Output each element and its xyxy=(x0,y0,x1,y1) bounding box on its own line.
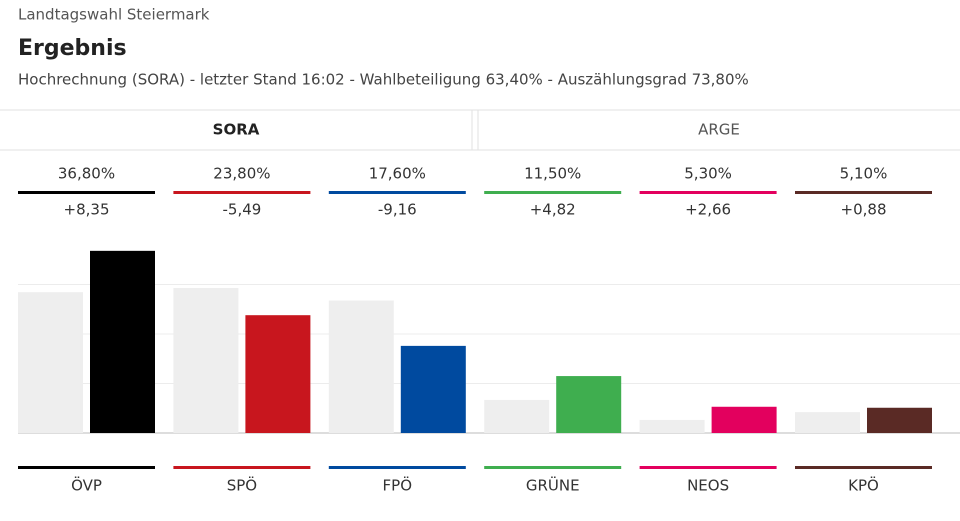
previous-bar xyxy=(639,419,705,433)
change-label: -9,16 xyxy=(378,201,417,219)
bar xyxy=(711,406,777,433)
value-label: 36,80% xyxy=(58,165,115,183)
party-rule xyxy=(18,466,155,469)
bar xyxy=(90,250,155,433)
party-rule xyxy=(484,466,622,469)
previous-bar xyxy=(18,292,83,433)
value-label: 23,80% xyxy=(213,165,270,183)
bar xyxy=(400,345,466,433)
party-rule xyxy=(173,466,311,469)
previous-bar xyxy=(173,288,239,433)
previous-bar xyxy=(484,399,550,433)
party-rule xyxy=(328,191,466,194)
party-rule xyxy=(639,191,777,194)
tab-label[interactable]: ARGE xyxy=(698,121,740,139)
party-rule xyxy=(173,191,311,194)
x-tick-label: SPÖ xyxy=(227,476,257,495)
change-label: +4,82 xyxy=(530,201,576,219)
party-rule xyxy=(795,466,932,469)
value-label: 5,10% xyxy=(840,165,888,183)
party-rule xyxy=(484,191,622,194)
party-rule xyxy=(795,191,932,194)
previous-bar xyxy=(328,300,394,433)
subtitle: Hochrechnung (SORA) - letzter Stand 16:0… xyxy=(18,71,749,89)
value-label: 5,30% xyxy=(684,165,732,183)
bar xyxy=(867,407,932,433)
bar xyxy=(245,315,311,433)
party-rule xyxy=(639,466,777,469)
value-label: 11,50% xyxy=(524,165,581,183)
change-label: +2,66 xyxy=(685,201,731,219)
previous-bar xyxy=(795,412,860,433)
change-label: +0,88 xyxy=(841,201,887,219)
x-tick-label: FPÖ xyxy=(383,476,412,495)
x-tick-label: KPÖ xyxy=(848,476,879,495)
x-tick-label: GRÜNE xyxy=(526,476,580,495)
change-label: +8,35 xyxy=(64,201,110,219)
bar xyxy=(556,376,622,433)
title: Ergebnis xyxy=(18,36,127,61)
party-rule xyxy=(18,191,155,194)
x-tick-label: NEOS xyxy=(687,477,729,495)
kicker: Landtagswahl Steiermark xyxy=(18,6,210,24)
tab-label[interactable]: SORA xyxy=(213,121,260,139)
x-tick-label: ÖVP xyxy=(71,476,102,495)
value-label: 17,60% xyxy=(369,165,426,183)
party-rule xyxy=(328,466,466,469)
change-label: -5,49 xyxy=(222,201,261,219)
